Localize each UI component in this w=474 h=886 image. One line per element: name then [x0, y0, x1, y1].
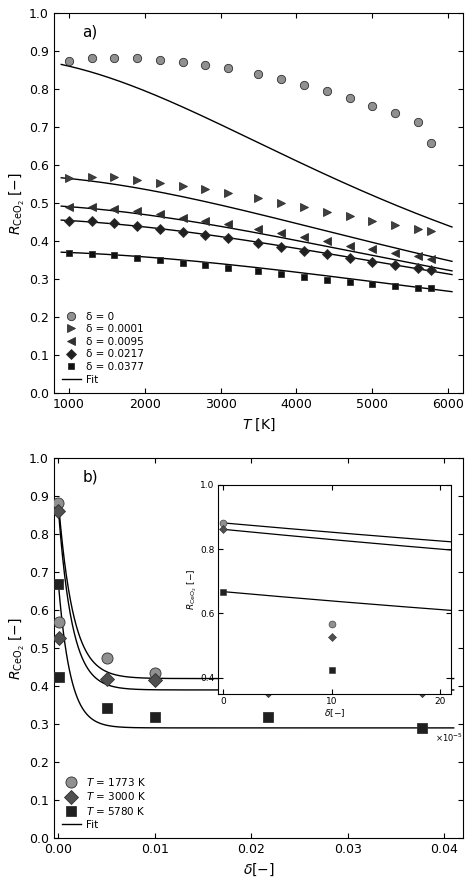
Legend: δ = 0, δ = 0.0001, δ = 0.0095, δ = 0.0217, δ = 0.0377, Fit: δ = 0, δ = 0.0001, δ = 0.0095, δ = 0.021…	[59, 308, 147, 388]
Y-axis label: $R_{\rm CeO_2}$ [−]: $R_{\rm CeO_2}$ [−]	[9, 172, 27, 235]
Legend: $T$ = 1773 K, $T$ = 3000 K, $T$ = 5780 K, Fit: $T$ = 1773 K, $T$ = 3000 K, $T$ = 5780 K…	[59, 773, 149, 833]
X-axis label: $T$ [K]: $T$ [K]	[242, 416, 275, 432]
Y-axis label: $R_{\rm CeO_2}$ [−]: $R_{\rm CeO_2}$ [−]	[9, 617, 27, 680]
X-axis label: $\delta$[−]: $\delta$[−]	[243, 861, 274, 878]
Text: a): a)	[82, 25, 98, 40]
Text: b): b)	[82, 470, 98, 485]
